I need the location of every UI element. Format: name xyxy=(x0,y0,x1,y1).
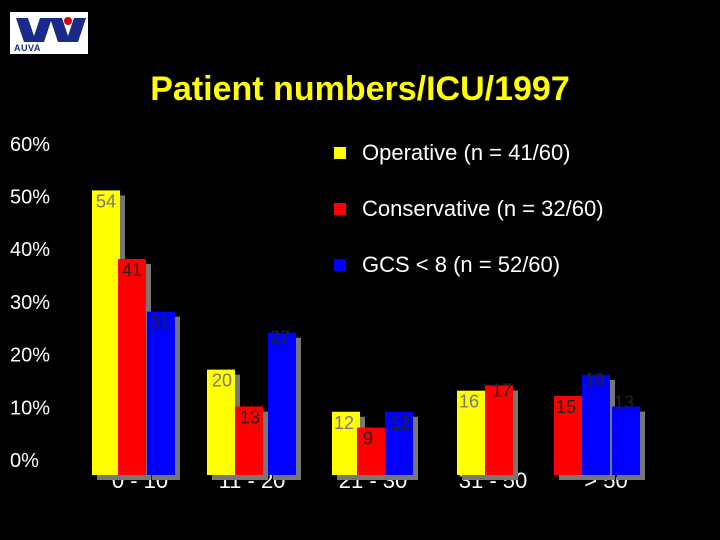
legend-swatch xyxy=(334,259,346,271)
bar-operative xyxy=(457,390,485,475)
legend-label: Operative (n = 41/60) xyxy=(362,140,571,165)
legend-label: Conservative (n = 32/60) xyxy=(362,196,604,221)
data-label: 13 xyxy=(614,392,634,412)
bar-conservative xyxy=(118,258,146,475)
bar-conservative xyxy=(485,385,513,475)
page-title: Patient numbers/ICU/1997 xyxy=(150,70,570,108)
data-label: 16 xyxy=(459,392,479,412)
bar-operative xyxy=(207,369,235,475)
y-tick-label: 0% xyxy=(10,450,39,472)
bar-conservative xyxy=(357,427,385,475)
data-label: 31 xyxy=(150,313,170,333)
auva-logo: AUVA xyxy=(10,12,88,54)
auva-logo-icon xyxy=(16,17,86,42)
y-tick-label: 30% xyxy=(10,292,50,314)
logo-text: AUVA xyxy=(14,43,41,53)
data-label: 9 xyxy=(363,429,373,449)
data-label: 12 xyxy=(390,413,410,433)
data-label: 41 xyxy=(122,260,142,280)
bar-gcs xyxy=(582,374,610,475)
y-tick-label: 10% xyxy=(10,397,50,419)
y-tick-label: 50% xyxy=(10,187,50,209)
legend-swatch xyxy=(334,203,346,215)
bar-conservative xyxy=(235,406,263,475)
y-tick-label: 20% xyxy=(10,345,50,367)
data-label: 13 xyxy=(240,407,260,427)
data-label: 19 xyxy=(585,370,605,390)
bar-gcs xyxy=(385,411,413,475)
bar-gcs xyxy=(147,311,175,475)
legend-label: GCS < 8 (n = 52/60) xyxy=(362,252,560,277)
data-label: 27 xyxy=(270,328,290,348)
bar-conservative xyxy=(554,395,582,475)
data-label: 54 xyxy=(96,191,116,211)
bar-operative xyxy=(332,411,360,475)
legend-swatch xyxy=(334,147,346,159)
data-label: 20 xyxy=(212,371,232,391)
data-label: 12 xyxy=(334,413,354,433)
bar-operative xyxy=(92,190,120,476)
bar-gcs-extra xyxy=(612,406,640,475)
data-label: 15 xyxy=(556,397,576,417)
bar-gcs xyxy=(268,332,296,475)
y-tick-label: 40% xyxy=(10,239,50,261)
data-label: 17 xyxy=(492,380,512,400)
y-tick-label: 60% xyxy=(10,134,50,156)
